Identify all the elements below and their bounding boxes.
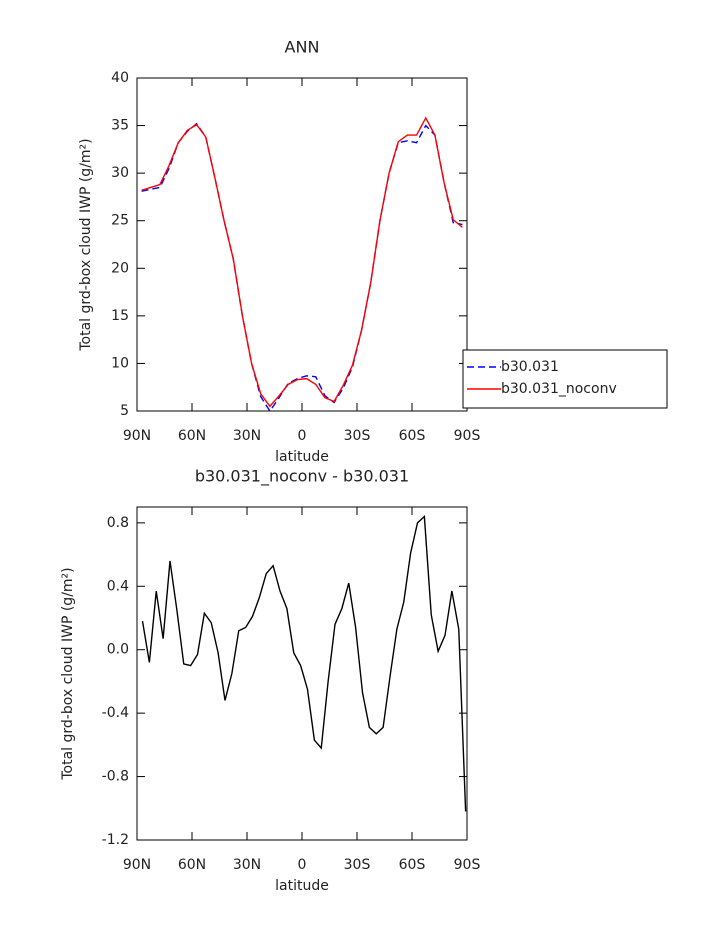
- y-tick-label: -0.4: [102, 705, 129, 721]
- y-tick-label: 5: [120, 403, 129, 419]
- x-tick-label: 30S: [344, 857, 371, 873]
- x-tick-label: 90N: [123, 428, 151, 444]
- y-tick-label: 40: [111, 70, 129, 86]
- y-tick-label: 10: [111, 355, 129, 371]
- panel: ANN latitude Total grd-box cloud IWP (g/m²…: [78, 38, 668, 465]
- data-line: [141, 515, 467, 812]
- x-tick-label: 30N: [233, 857, 261, 873]
- data-line: [141, 122, 463, 413]
- x-tick-label: 0: [298, 857, 307, 873]
- y-tick-label: 35: [111, 118, 129, 134]
- legend-frame: [462, 349, 668, 409]
- y-axis-label: Total grd-box cloud IWP (g/m²): [60, 567, 76, 780]
- x-tick-label: 0: [298, 428, 307, 444]
- y-tick-label: 0.4: [107, 578, 129, 594]
- x-axis-label: latitude: [275, 878, 329, 894]
- y-tick-label: 0.0: [107, 642, 129, 658]
- legend-label: b30.031_noconv: [501, 381, 617, 397]
- x-tick-label: 60S: [399, 857, 426, 873]
- chart-title: b30.031_noconv - b30.031: [195, 467, 409, 487]
- plot-frame: [136, 77, 468, 412]
- plot-frame: [136, 506, 468, 841]
- data-line: [141, 116, 463, 408]
- y-tick-label: 25: [111, 213, 129, 229]
- y-tick-label: -1.2: [102, 832, 129, 848]
- x-tick-label: 60N: [178, 857, 206, 873]
- y-tick-label: 20: [111, 260, 129, 276]
- panel: b30.031_noconv - b30.031 latitude Total gr…: [60, 467, 480, 895]
- y-tick-label: 0.8: [107, 515, 129, 531]
- y-tick-label: -0.8: [102, 769, 129, 785]
- x-tick-label: 30S: [344, 428, 371, 444]
- x-tick-label: 30N: [233, 428, 261, 444]
- legend-label: b30.031: [501, 359, 559, 375]
- x-tick-label: 90S: [454, 857, 481, 873]
- y-tick-label: 30: [111, 165, 129, 181]
- y-tick-label: 15: [111, 308, 129, 324]
- x-tick-label: 60N: [178, 428, 206, 444]
- y-axis-label: Total grd-box cloud IWP (g/m²): [78, 138, 94, 351]
- chart-title: ANN: [285, 38, 320, 57]
- x-tick-label: 90N: [123, 857, 151, 873]
- x-axis-label: latitude: [275, 449, 329, 465]
- x-tick-label: 90S: [454, 428, 481, 444]
- legend: b30.031 b30.031_noconv: [462, 349, 668, 409]
- x-tick-label: 60S: [399, 428, 426, 444]
